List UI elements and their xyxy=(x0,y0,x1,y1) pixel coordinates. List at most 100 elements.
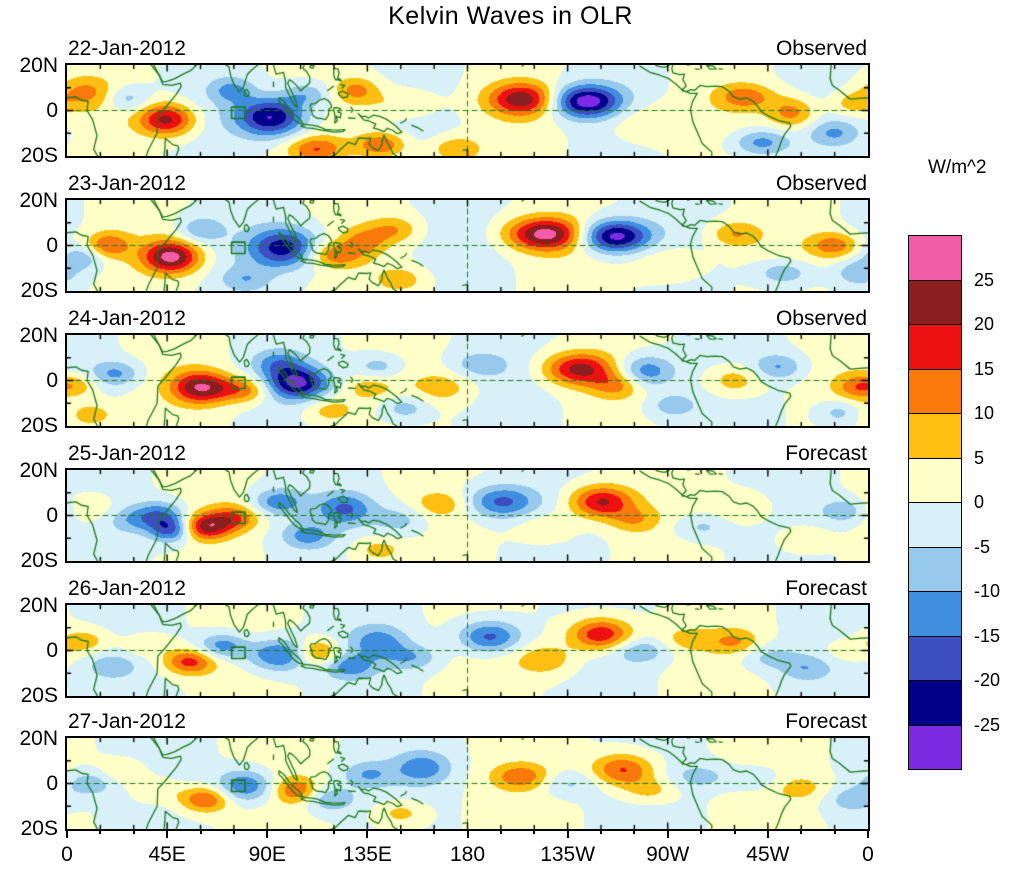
x-tick-label: 45W xyxy=(746,843,790,866)
x-axis-tick xyxy=(466,829,469,838)
y-axis-label-20s: 20S xyxy=(20,684,58,707)
panel-header: 26-Jan-2012 Forecast xyxy=(67,573,868,602)
panel-source-label: Observed xyxy=(775,307,867,330)
panel-date-label: 25-Jan-2012 xyxy=(68,442,186,465)
x-axis: 0 45E 90E 135E 180 135W 90W 45W 0 xyxy=(61,843,874,871)
y-axis-label-20s: 20S xyxy=(20,144,58,167)
x-axis-tick xyxy=(166,829,169,838)
panel-24-jan-2012: 24-Jan-2012 Observed 20N 0 20S xyxy=(19,303,870,436)
colorbar-tick-label: 20 xyxy=(974,314,995,334)
y-axis-label-20s: 20S xyxy=(20,549,58,572)
y-axis-label-eq: 0 xyxy=(46,504,58,527)
colorbar-tick-label: -5 xyxy=(974,536,991,557)
colorbar-cell xyxy=(908,724,962,770)
panel-source-label: Forecast xyxy=(785,577,867,600)
colorbar-cell xyxy=(908,591,962,637)
panel-header: 24-Jan-2012 Observed xyxy=(67,303,868,332)
colorbar-cell xyxy=(908,680,962,726)
colorbar xyxy=(908,235,962,770)
panel-source-label: Forecast xyxy=(785,442,867,465)
x-axis-tick xyxy=(99,829,102,834)
x-axis-tick xyxy=(232,829,235,834)
panel-date-label: 26-Jan-2012 xyxy=(68,577,186,600)
page-title: Kelvin Waves in OLR xyxy=(388,2,633,30)
map-canvas-3 xyxy=(65,468,870,563)
x-tick-label: 0 xyxy=(862,843,874,866)
panel-23-jan-2012: 23-Jan-2012 Observed 20N 0 20S xyxy=(19,168,870,301)
x-tick-label: 90W xyxy=(646,843,690,866)
x-axis-tick xyxy=(800,829,803,834)
x-axis-tick xyxy=(199,829,202,834)
x-axis-tick xyxy=(299,829,302,834)
colorbar-cell xyxy=(908,324,962,370)
x-tick-label: 90E xyxy=(248,843,286,866)
x-axis-tick xyxy=(333,829,335,834)
colorbar-unit-label: W/m^2 xyxy=(928,157,987,178)
x-axis-tick xyxy=(600,829,602,834)
colorbar-tick-label: 10 xyxy=(974,403,995,423)
y-axis-label-20n: 20N xyxy=(19,727,58,750)
x-axis-tick xyxy=(700,829,703,834)
y-axis-label-20s: 20S xyxy=(20,817,58,840)
x-axis-tick xyxy=(66,829,68,838)
x-axis-tick xyxy=(433,829,436,834)
x-axis-tick xyxy=(132,829,135,834)
panel-25-jan-2012: 25-Jan-2012 Forecast 20N 0 20S xyxy=(19,438,870,571)
x-axis-tick xyxy=(366,829,369,838)
x-tick-label: 0 xyxy=(61,843,73,866)
map-canvas-5 xyxy=(65,736,870,831)
y-axis-label-20n: 20N xyxy=(19,54,58,77)
x-axis-ticks xyxy=(66,829,869,839)
x-axis-tick xyxy=(867,829,869,838)
y-axis-label-20n: 20N xyxy=(19,459,58,482)
panel-date-label: 22-Jan-2012 xyxy=(68,37,186,60)
panel-22-jan-2012: 22-Jan-2012 Observed 20N 0 20S xyxy=(19,33,870,166)
map-canvas-1 xyxy=(65,198,870,293)
y-axis-label-eq: 0 xyxy=(46,772,58,795)
colorbar-tick-label: 0 xyxy=(974,492,985,512)
colorbar-cell xyxy=(908,502,962,548)
panel-header: 23-Jan-2012 Observed xyxy=(67,168,868,197)
x-axis-tick xyxy=(733,829,736,834)
panel-source-label: Observed xyxy=(775,172,867,195)
x-axis-tick xyxy=(499,829,502,834)
colorbar-area: W/m^2 25 20 15 10 5 0 -5 -10 -15 -20 -25 xyxy=(908,157,1021,770)
map-canvas-2 xyxy=(65,333,870,428)
colorbar-cell xyxy=(908,457,962,503)
y-axis-label-20n: 20N xyxy=(19,324,58,347)
colorbar-cell xyxy=(908,635,962,681)
x-axis-tick xyxy=(633,829,636,834)
x-tick-label: 180 xyxy=(449,843,486,866)
colorbar-tick-label: -15 xyxy=(974,625,1001,646)
x-axis-tick xyxy=(266,829,269,838)
panel-27-jan-2012: 27-Jan-2012 Forecast 20N 0 20S xyxy=(19,706,870,839)
panel-header: 22-Jan-2012 Observed xyxy=(67,33,868,62)
x-tick-label: 45E xyxy=(148,843,186,866)
colorbar-tick-label: 5 xyxy=(974,447,985,468)
map-canvas-0 xyxy=(65,63,870,158)
colorbar-cell xyxy=(908,368,962,414)
map-canvas-4 xyxy=(65,603,870,698)
colorbar-cell xyxy=(908,235,962,281)
x-axis-tick xyxy=(766,829,769,838)
colorbar-tick-label: 25 xyxy=(974,269,995,290)
colorbar-tick-label: -20 xyxy=(974,670,1001,690)
panel-header: 27-Jan-2012 Forecast xyxy=(67,706,868,735)
x-axis-tick xyxy=(399,829,402,834)
colorbar-tick-label: -10 xyxy=(974,581,1001,601)
y-axis-label-eq: 0 xyxy=(46,234,58,257)
x-tick-label: 135E xyxy=(342,843,392,866)
colorbar-cell xyxy=(908,413,962,459)
x-axis-tick xyxy=(666,829,669,838)
y-axis-label-20n: 20N xyxy=(19,594,58,617)
panel-date-label: 24-Jan-2012 xyxy=(68,307,186,330)
panel-date-label: 27-Jan-2012 xyxy=(68,710,186,733)
colorbar-tick-label: -25 xyxy=(974,714,1001,735)
x-tick-label: 135W xyxy=(540,843,596,866)
x-axis-tick xyxy=(533,829,536,834)
y-axis-label-eq: 0 xyxy=(46,369,58,392)
x-axis-tick xyxy=(566,829,569,838)
colorbar-tick-label: 15 xyxy=(974,358,995,379)
panel-26-jan-2012: 26-Jan-2012 Forecast 20N 0 20S xyxy=(19,573,870,706)
panel-source-label: Forecast xyxy=(785,710,867,733)
